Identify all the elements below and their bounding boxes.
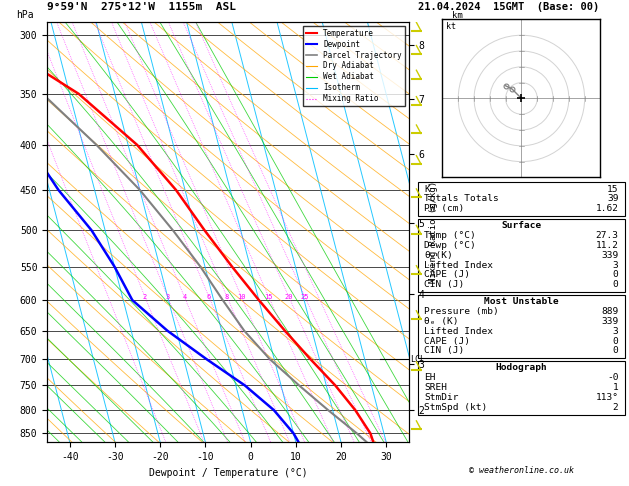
Text: 25: 25 xyxy=(301,294,309,300)
Text: 15: 15 xyxy=(264,294,273,300)
Text: StmDir: StmDir xyxy=(425,393,459,402)
Text: Lifted Index: Lifted Index xyxy=(425,260,494,270)
Text: StmSpd (kt): StmSpd (kt) xyxy=(425,403,487,412)
Text: EH: EH xyxy=(425,373,436,382)
Text: 39: 39 xyxy=(607,194,618,204)
Text: SREH: SREH xyxy=(425,383,447,392)
Text: Surface: Surface xyxy=(501,221,542,230)
Text: © weatheronline.co.uk: © weatheronline.co.uk xyxy=(469,466,574,475)
Text: Pressure (mb): Pressure (mb) xyxy=(425,307,499,316)
Text: 0: 0 xyxy=(613,336,618,346)
Text: 2: 2 xyxy=(143,294,147,300)
Text: 3: 3 xyxy=(613,327,618,336)
Text: -0: -0 xyxy=(607,373,618,382)
Text: hPa: hPa xyxy=(16,10,34,20)
Text: Hodograph: Hodograph xyxy=(496,364,547,372)
Text: kt: kt xyxy=(445,22,455,31)
Text: 10: 10 xyxy=(237,294,246,300)
Text: Totals Totals: Totals Totals xyxy=(425,194,499,204)
Text: 9°59'N  275°12'W  1155m  ASL: 9°59'N 275°12'W 1155m ASL xyxy=(47,2,236,12)
Text: 4: 4 xyxy=(182,294,187,300)
Text: 1.62: 1.62 xyxy=(596,204,618,213)
Text: PW (cm): PW (cm) xyxy=(425,204,465,213)
Text: LCL: LCL xyxy=(410,355,425,364)
Text: ASL: ASL xyxy=(452,26,469,35)
Text: Most Unstable: Most Unstable xyxy=(484,297,559,306)
Text: 8: 8 xyxy=(225,294,229,300)
Y-axis label: Mixing Ratio (g/kg): Mixing Ratio (g/kg) xyxy=(428,181,438,283)
Text: 889: 889 xyxy=(601,307,618,316)
Bar xyxy=(418,182,625,216)
Text: Dewp (°C): Dewp (°C) xyxy=(425,241,476,250)
Bar xyxy=(418,219,625,292)
Text: 2: 2 xyxy=(613,403,618,412)
Text: km: km xyxy=(452,11,463,20)
Bar xyxy=(418,361,625,415)
Text: 0: 0 xyxy=(613,270,618,279)
Text: 6: 6 xyxy=(207,294,211,300)
Text: 3: 3 xyxy=(613,260,618,270)
Text: Lifted Index: Lifted Index xyxy=(425,327,494,336)
Text: 15: 15 xyxy=(607,185,618,193)
Text: 3: 3 xyxy=(165,294,170,300)
Text: K: K xyxy=(425,185,430,193)
Text: CAPE (J): CAPE (J) xyxy=(425,336,470,346)
Text: CAPE (J): CAPE (J) xyxy=(425,270,470,279)
Text: CIN (J): CIN (J) xyxy=(425,347,465,355)
Text: 27.3: 27.3 xyxy=(596,231,618,240)
Text: 11.2: 11.2 xyxy=(596,241,618,250)
Text: 339: 339 xyxy=(601,317,618,326)
Text: Temp (°C): Temp (°C) xyxy=(425,231,476,240)
Text: θₑ (K): θₑ (K) xyxy=(425,317,459,326)
Legend: Temperature, Dewpoint, Parcel Trajectory, Dry Adiabat, Wet Adiabat, Isotherm, Mi: Temperature, Dewpoint, Parcel Trajectory… xyxy=(303,26,405,106)
Text: 1: 1 xyxy=(613,383,618,392)
Text: 21.04.2024  15GMT  (Base: 00): 21.04.2024 15GMT (Base: 00) xyxy=(418,2,599,12)
Text: 0: 0 xyxy=(613,280,618,289)
X-axis label: Dewpoint / Temperature (°C): Dewpoint / Temperature (°C) xyxy=(148,468,308,478)
Text: 113°: 113° xyxy=(596,393,618,402)
Text: 20: 20 xyxy=(284,294,293,300)
Bar xyxy=(418,295,625,358)
Text: CIN (J): CIN (J) xyxy=(425,280,465,289)
Text: 339: 339 xyxy=(601,251,618,260)
Text: 0: 0 xyxy=(613,347,618,355)
Text: θₑ(K): θₑ(K) xyxy=(425,251,454,260)
